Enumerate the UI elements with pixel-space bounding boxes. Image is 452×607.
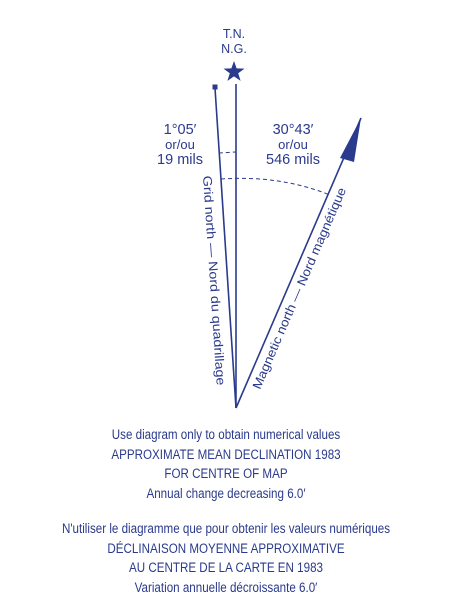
magnetic-north-arrowhead-icon [340, 118, 361, 162]
true-north-label-fr: N.G. [221, 42, 247, 56]
grid-angle-arc [218, 151, 237, 154]
grid-angle-mils: 19 mils [157, 152, 203, 168]
true-north-star-icon [223, 61, 245, 81]
grid-north-end-marker [212, 84, 218, 90]
caption-en-line-4: Annual change decreasing 6.0′ [146, 485, 306, 501]
grid-angle-degrees: 1°05′ [164, 122, 197, 138]
magnetic-angle-degrees: 30°43′ [273, 122, 314, 138]
caption-french: N'utiliser le diagramme que pour obtenir… [32, 519, 421, 597]
magnetic-angle-mils: 546 mils [266, 152, 320, 168]
magnetic-angle-or: or/ou [278, 137, 308, 152]
caption-fr-line-4: Variation annuelle décroissante 6.0′ [134, 579, 318, 595]
caption-en-line-2: APPROXIMATE MEAN DECLINATION 1983 [111, 446, 341, 462]
caption-en-line-1: Use diagram only to obtain numerical val… [111, 427, 341, 442]
magnetic-north-line [235, 117, 362, 409]
caption-en-line-3: FOR CENTRE OF MAP [164, 466, 288, 481]
caption-fr-line-3: AU CENTRE DE LA CARTE EN 1983 [128, 560, 323, 575]
caption-english: Use diagram only to obtain numerical val… [32, 425, 421, 503]
caption-fr-line-1: N'utiliser le diagramme que pour obtenir… [61, 521, 391, 536]
magnetic-angle-arc [220, 177, 331, 196]
magnetic-north-label: Magnetic north — Nord magnétique [250, 185, 349, 391]
true-north-label-en: T.N. [223, 27, 245, 41]
grid-north-line [214, 87, 237, 409]
grid-angle-or: or/ou [165, 137, 195, 152]
caption-fr-line-2: DÉCLINAISON MOYENNE APPROXIMATIVE [107, 540, 345, 556]
